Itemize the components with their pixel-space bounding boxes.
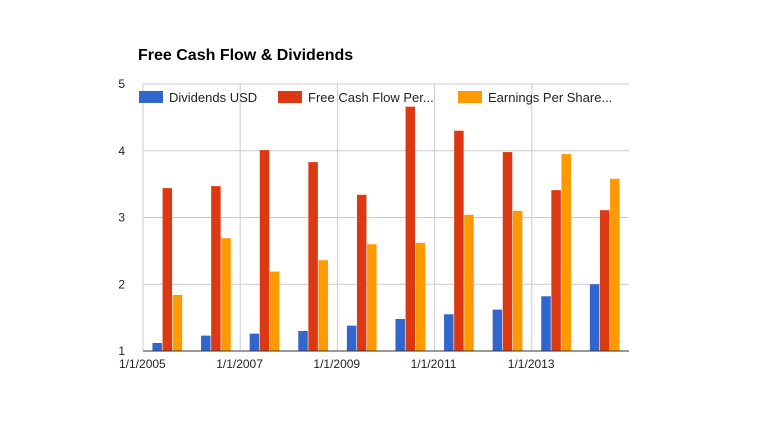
x-tick-label: 1/1/2013	[508, 357, 555, 371]
y-tick-label: 1	[118, 344, 125, 358]
bar-dividends-usd-2012[interactable]	[492, 309, 503, 351]
bar-earnings-per-share-2007[interactable]	[269, 271, 280, 351]
bar-free-cash-flow-per-share-2013[interactable]	[551, 190, 561, 351]
bar-free-cash-flow-per-share-2014[interactable]	[599, 210, 610, 351]
bar-dividends-usd-2007[interactable]	[249, 333, 260, 351]
bar-free-cash-flow-per-share-2006[interactable]	[211, 186, 221, 351]
bar-earnings-per-share-2005[interactable]	[172, 294, 183, 351]
axes: 1 2 3 4 5 1/1/2005 1/1/2007 1/1/2009 1/1/2011 1/1…	[118, 77, 629, 371]
legend-item-dividends-usd[interactable]: Dividends USD	[139, 90, 257, 105]
bar-earnings-per-share-2006[interactable]	[221, 238, 231, 351]
bar-free-cash-flow-per-share-2009[interactable]	[356, 194, 367, 351]
bar-earnings-per-share-2012[interactable]	[512, 210, 523, 351]
y-tick-label: 4	[118, 144, 125, 158]
legend-label: Dividends USD	[169, 90, 257, 105]
bar-free-cash-flow-per-share-2008[interactable]	[308, 162, 318, 351]
bar-free-cash-flow-per-share-2010[interactable]	[405, 106, 416, 351]
bar-dividends-usd-2006[interactable]	[201, 335, 211, 351]
legend-label: Earnings Per Share...	[488, 90, 612, 105]
bars	[152, 106, 620, 351]
bar-dividends-usd-2009[interactable]	[346, 325, 357, 351]
legend-swatch	[458, 91, 482, 103]
bar-dividends-usd-2011[interactable]	[444, 314, 454, 351]
bar-earnings-per-share-2013[interactable]	[561, 154, 571, 351]
y-tick-label: 2	[118, 277, 125, 291]
x-tick-label: 1/1/2005	[119, 357, 166, 371]
bar-earnings-per-share-2014[interactable]	[610, 178, 620, 351]
x-tick-label: 1/1/2011	[411, 357, 457, 371]
bar-earnings-per-share-2009[interactable]	[367, 244, 377, 351]
legend[interactable]: Dividends USD Free Cash Flow Per... Earnin…	[139, 90, 612, 105]
bar-dividends-usd-2008[interactable]	[298, 330, 308, 351]
x-tick-label: 1/1/2009	[313, 357, 360, 371]
bar-earnings-per-share-2011[interactable]	[464, 214, 474, 351]
bar-free-cash-flow-per-share-2012[interactable]	[502, 152, 513, 351]
chart-title: Free Cash Flow & Dividends	[138, 47, 353, 64]
bar-free-cash-flow-per-share-2011[interactable]	[454, 130, 464, 351]
bar-earnings-per-share-2010[interactable]	[415, 242, 426, 351]
bar-dividends-usd-2014[interactable]	[589, 284, 600, 351]
bar-earnings-per-share-2008[interactable]	[318, 260, 328, 351]
legend-item-earnings-per-share[interactable]: Earnings Per Share...	[458, 90, 612, 105]
bar-dividends-usd-2013[interactable]	[541, 296, 551, 351]
y-tick-label: 3	[118, 211, 125, 225]
legend-swatch	[278, 91, 302, 103]
gridlines	[142, 83, 629, 351]
bar-dividends-usd-2005[interactable]	[152, 342, 162, 351]
y-tick-label: 5	[118, 77, 125, 91]
legend-label: Free Cash Flow Per...	[308, 90, 434, 105]
x-tick-label: 1/1/2007	[216, 357, 263, 371]
bar-free-cash-flow-per-share-2005[interactable]	[162, 188, 173, 351]
bar-dividends-usd-2010[interactable]	[395, 318, 405, 351]
legend-item-free-cash-flow-per-share[interactable]: Free Cash Flow Per...	[278, 90, 434, 105]
bar-free-cash-flow-per-share-2007[interactable]	[259, 150, 270, 351]
legend-swatch	[139, 91, 163, 103]
